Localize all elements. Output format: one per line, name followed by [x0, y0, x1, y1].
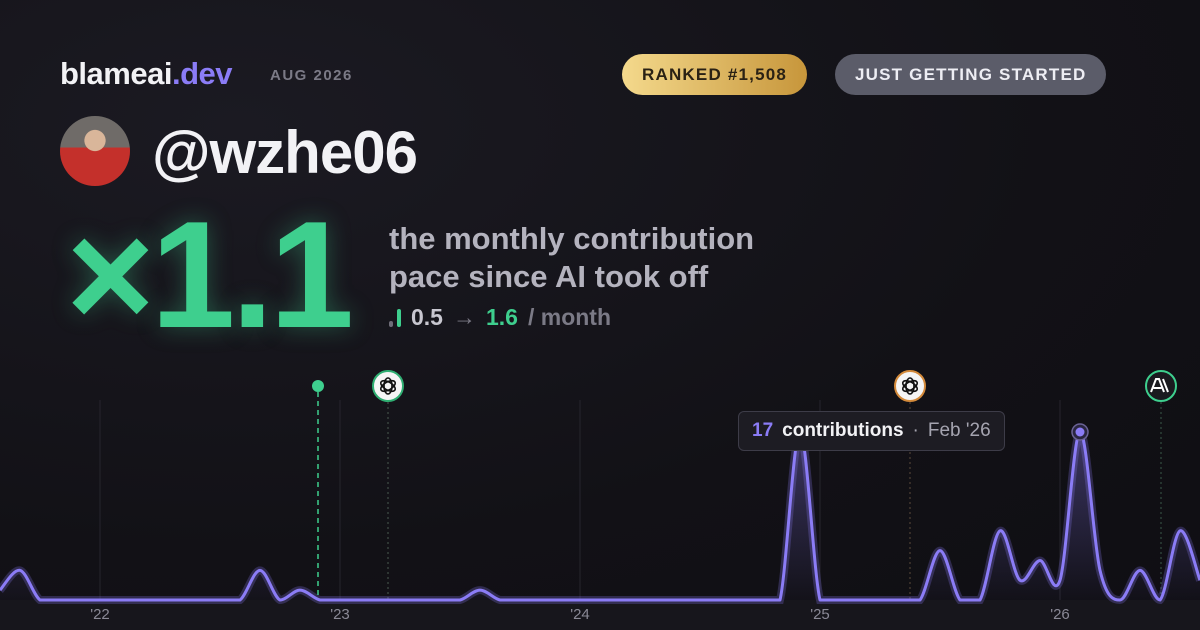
x-tick-label: '23	[330, 606, 350, 623]
anthropic-glyph	[1150, 378, 1169, 393]
openai-icon	[894, 370, 926, 402]
pace-unit: / month	[527, 304, 612, 330]
line	[0, 430, 1200, 602]
brand-name: blameai	[60, 56, 172, 91]
openai-glyph	[901, 377, 919, 395]
description-line: the monthly contribution	[389, 221, 755, 256]
tooltip-separator: ·	[912, 420, 919, 441]
level-badge: JUST GETTING STARTED	[835, 54, 1107, 95]
after-bar	[397, 308, 401, 327]
before-bar	[389, 320, 393, 327]
axis-strip	[0, 600, 1200, 630]
highlight-point	[1075, 427, 1085, 437]
description-line: pace since AI took off	[389, 259, 709, 294]
pace-bars	[389, 308, 401, 327]
line-area	[0, 431, 1200, 600]
tooltip-value: 17	[752, 420, 774, 441]
brand-tld: .dev	[171, 56, 233, 91]
multiplier: ×1.1	[66, 190, 354, 360]
pace: 0.5 → 1.6 / month	[389, 304, 611, 331]
pace-after: 1.6	[485, 304, 518, 330]
openai-glyph	[379, 377, 397, 395]
description: the monthly contribution pace since AI t…	[389, 220, 754, 296]
tooltip-date: Feb '26	[927, 420, 991, 441]
event-dot	[312, 380, 324, 392]
user-handle: @wzhe06	[152, 119, 418, 186]
line-glow	[0, 427, 1200, 605]
x-tick-label: '26	[1050, 606, 1070, 623]
x-tick-label: '25	[810, 606, 830, 623]
tooltip: 17 contributions · Feb '26	[738, 411, 1005, 451]
card-date: AUG 2026	[270, 67, 353, 84]
rank-badge: RANKED #1,508	[622, 54, 808, 95]
pace-before: 0.5	[411, 304, 443, 330]
brand: blameai.dev	[60, 56, 232, 92]
event-markers	[312, 370, 1177, 600]
tooltip-label: contributions	[782, 420, 904, 441]
avatar	[60, 116, 130, 186]
pace-arrow: →	[452, 304, 476, 330]
openai-icon	[372, 370, 404, 402]
x-tick-label: '22	[90, 606, 110, 623]
x-tick-label: '24	[570, 606, 590, 623]
